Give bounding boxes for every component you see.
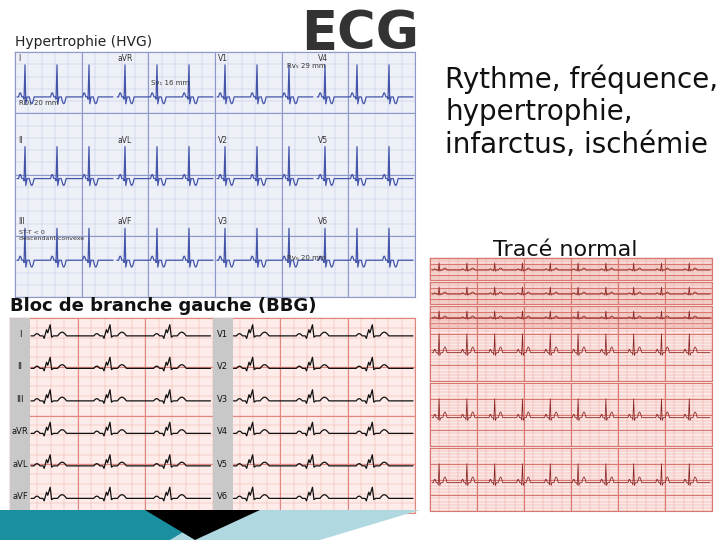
- Bar: [430, 282, 712, 304]
- Text: V6: V6: [217, 492, 228, 501]
- Bar: [212, 383, 233, 415]
- Bar: [10, 318, 415, 513]
- Text: V2: V2: [217, 362, 228, 372]
- Bar: [212, 448, 233, 481]
- Bar: [430, 448, 712, 511]
- Text: I: I: [19, 330, 22, 339]
- Text: I: I: [18, 54, 20, 63]
- Text: Rv₆ 20 mm: Rv₆ 20 mm: [287, 255, 325, 261]
- Bar: [212, 415, 233, 448]
- Text: V4: V4: [217, 427, 228, 436]
- Text: aVL: aVL: [118, 136, 132, 145]
- Text: II: II: [18, 136, 22, 145]
- Text: III: III: [18, 217, 24, 226]
- Text: V3: V3: [217, 395, 228, 404]
- Text: infarctus, ischémie: infarctus, ischémie: [445, 131, 708, 159]
- Bar: [10, 318, 30, 350]
- Bar: [10, 383, 30, 415]
- Text: Sv₁ 16 mm: Sv₁ 16 mm: [151, 80, 189, 86]
- Text: Rv₅ 29 mm: Rv₅ 29 mm: [287, 63, 325, 69]
- Text: Rythme, fréquence,: Rythme, fréquence,: [445, 65, 718, 94]
- Text: V1: V1: [218, 54, 228, 63]
- Bar: [10, 415, 30, 448]
- Text: ST-T < 0
descendant convexe: ST-T < 0 descendant convexe: [19, 230, 84, 241]
- Text: V5: V5: [318, 136, 328, 145]
- Bar: [212, 481, 233, 513]
- Text: V4: V4: [318, 54, 328, 63]
- Bar: [15, 52, 415, 297]
- Text: V2: V2: [218, 136, 228, 145]
- Text: hypertrophie,: hypertrophie,: [445, 98, 633, 126]
- Bar: [10, 481, 30, 513]
- Text: aVF: aVF: [118, 217, 132, 226]
- Bar: [10, 350, 30, 383]
- Bar: [430, 258, 712, 280]
- Text: Tracé normal: Tracé normal: [492, 240, 637, 260]
- Polygon shape: [0, 510, 220, 540]
- Polygon shape: [145, 510, 260, 540]
- Text: V5: V5: [217, 460, 228, 469]
- Bar: [10, 448, 30, 481]
- Text: aVL: aVL: [12, 460, 28, 469]
- Text: V3: V3: [218, 217, 228, 226]
- Text: ECG: ECG: [301, 8, 419, 60]
- Text: aVR: aVR: [118, 54, 133, 63]
- Text: V6: V6: [318, 217, 328, 226]
- Text: Bloc de branche gauche (BBG): Bloc de branche gauche (BBG): [10, 297, 317, 315]
- Text: III: III: [17, 395, 24, 404]
- Text: aVR: aVR: [12, 427, 28, 436]
- Bar: [430, 306, 712, 328]
- Text: Hypertrophie (HVG): Hypertrophie (HVG): [15, 35, 152, 49]
- Bar: [212, 318, 233, 350]
- Text: RD₁ 20 mm: RD₁ 20 mm: [19, 100, 58, 106]
- Polygon shape: [170, 510, 420, 540]
- Text: II: II: [17, 362, 22, 372]
- Text: V1: V1: [217, 330, 228, 339]
- Bar: [430, 383, 712, 446]
- Text: aVF: aVF: [12, 492, 28, 501]
- Bar: [430, 318, 712, 381]
- Bar: [212, 350, 233, 383]
